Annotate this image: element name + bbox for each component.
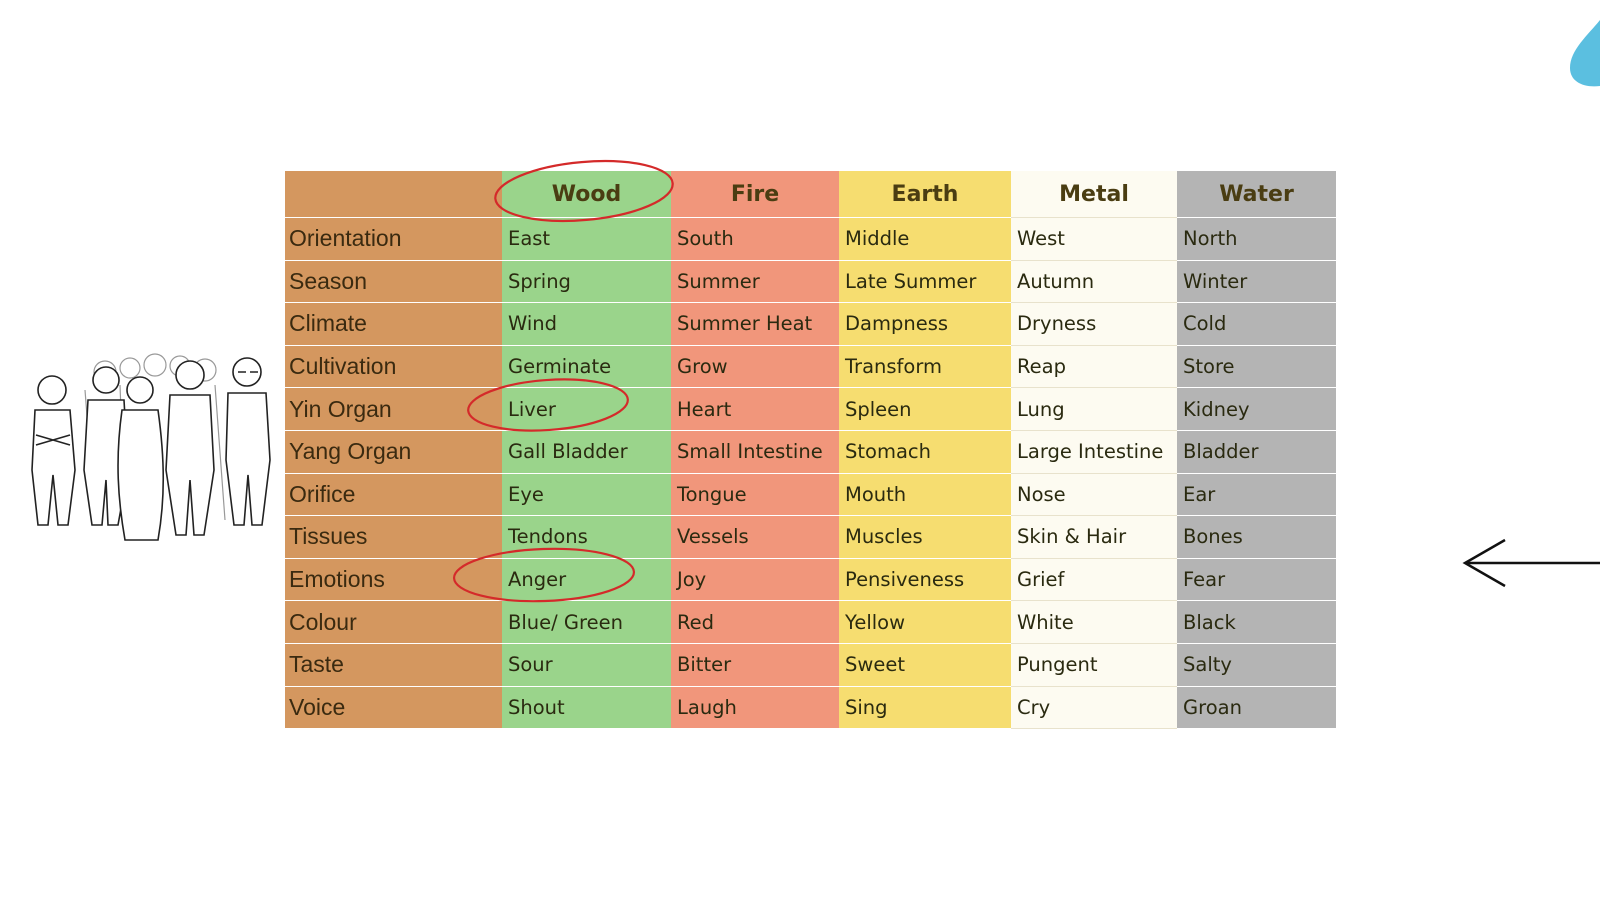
table-cell: Winter (1177, 260, 1336, 304)
row-label: Season (285, 260, 502, 304)
row-label: Orientation (285, 217, 502, 261)
table-cell: Autumn (1011, 260, 1177, 304)
table-cell: Red (671, 600, 839, 644)
table-cell: Cold (1177, 302, 1336, 346)
elements-table: Wood Fire Earth Metal Water Orientation East S… (285, 171, 1336, 730)
table-cell: Pungent (1011, 643, 1177, 687)
column-header: Fire (671, 171, 839, 218)
table-cell: Black (1177, 600, 1336, 644)
table-row: Yin Organ Liver Heart Spleen Lung Kidney (285, 387, 1336, 431)
column-header: Wood (502, 171, 671, 218)
people-sketch (31, 353, 271, 541)
table-cell: Spring (502, 260, 671, 304)
row-label: Voice (285, 686, 502, 730)
arrow (1462, 538, 1600, 588)
row-label: Yang Organ (285, 430, 502, 474)
table-body: Orientation East South Middle West North Seaso… (285, 217, 1336, 730)
table-row: Yang Organ Gall Bladder Small Intestine Sto… (285, 430, 1336, 474)
table-cell: Blue/ Green (502, 600, 671, 644)
table-row: Emotions Anger Joy Pensiveness Grief Fear (285, 558, 1336, 602)
table-cell: Bladder (1177, 430, 1336, 474)
table-cell: Kidney (1177, 387, 1336, 431)
table-cell: Lung (1011, 387, 1177, 431)
table-cell: Sing (839, 686, 1011, 730)
table-cell: Nose (1011, 473, 1177, 517)
table-cell: Transform (839, 345, 1011, 389)
table-row: Climate Wind Summer Heat Dampness Dryness Col… (285, 302, 1336, 346)
table-cell: East (502, 217, 671, 261)
table-cell: Heart (671, 387, 839, 431)
table-cell: Tongue (671, 473, 839, 517)
table-row: Cultivation Germinate Grow Transform Reap Sto… (285, 345, 1336, 389)
table-cell: Stomach (839, 430, 1011, 474)
row-label: Tissues (285, 515, 502, 559)
table-cell: Salty (1177, 643, 1336, 687)
table-cell: Vessels (671, 515, 839, 559)
table-cell: Late Summer (839, 260, 1011, 304)
table-row: Taste Sour Bitter Sweet Pungent Salty (285, 643, 1336, 687)
table-cell: Yellow (839, 600, 1011, 644)
table-cell: Shout (502, 686, 671, 730)
table-cell: Dryness (1011, 302, 1177, 346)
table-row: Orifice Eye Tongue Mouth Nose Ear (285, 473, 1336, 517)
table-cell: Pensiveness (839, 558, 1011, 602)
table-cell: Bones (1177, 515, 1336, 559)
table-cell: Small Intestine (671, 430, 839, 474)
table-cell: White (1011, 600, 1177, 644)
table-cell: Dampness (839, 302, 1011, 346)
table-row: Colour Blue/ Green Red Yellow White Black (285, 600, 1336, 644)
column-header: Water (1177, 171, 1336, 218)
water-drop (1570, 20, 1600, 87)
row-label: Yin Organ (285, 387, 502, 431)
table-cell: Anger (502, 558, 671, 602)
table-row: Tissues Tendons Vessels Muscles Skin & Hair B… (285, 515, 1336, 559)
table-row: Orientation East South Middle West North (285, 217, 1336, 261)
row-label: Orifice (285, 473, 502, 517)
table-cell: Sweet (839, 643, 1011, 687)
table-cell: Gall Bladder (502, 430, 671, 474)
column-header: Metal (1011, 171, 1177, 218)
table-cell: Laugh (671, 686, 839, 730)
table-row: Season Spring Summer Late Summer Autumn Winte… (285, 260, 1336, 304)
table-cell: Fear (1177, 558, 1336, 602)
table-cell: Wind (502, 302, 671, 346)
table-row: Voice Shout Laugh Sing Cry Groan (285, 686, 1336, 730)
table-cell: Tendons (502, 515, 671, 559)
header-row: Wood Fire Earth Metal Water (285, 171, 1336, 218)
table-cell: Cry (1011, 686, 1177, 730)
table-cell: Eye (502, 473, 671, 517)
table-cell: Summer Heat (671, 302, 839, 346)
row-label: Climate (285, 302, 502, 346)
table-cell: Grow (671, 345, 839, 389)
table-cell: Skin & Hair (1011, 515, 1177, 559)
table-cell: Store (1177, 345, 1336, 389)
column-header: Earth (839, 171, 1011, 218)
table-cell: North (1177, 217, 1336, 261)
table-cell: Spleen (839, 387, 1011, 431)
corner-cell (285, 171, 502, 218)
table-cell: Germinate (502, 345, 671, 389)
row-label: Cultivation (285, 345, 502, 389)
row-label: Taste (285, 643, 502, 687)
table-cell: West (1011, 217, 1177, 261)
table-cell: Reap (1011, 345, 1177, 389)
table-cell: Ear (1177, 473, 1336, 517)
table-cell: Middle (839, 217, 1011, 261)
table-cell: Groan (1177, 686, 1336, 730)
table-cell: Grief (1011, 558, 1177, 602)
table-cell: Bitter (671, 643, 839, 687)
table-cell: Large Intestine (1011, 430, 1177, 474)
row-label: Colour (285, 600, 502, 644)
table-cell: Summer (671, 260, 839, 304)
table-cell: Mouth (839, 473, 1011, 517)
table-cell: Liver (502, 387, 671, 431)
table-cell: Sour (502, 643, 671, 687)
row-label: Emotions (285, 558, 502, 602)
table-cell: Joy (671, 558, 839, 602)
table-cell: South (671, 217, 839, 261)
table-cell: Muscles (839, 515, 1011, 559)
